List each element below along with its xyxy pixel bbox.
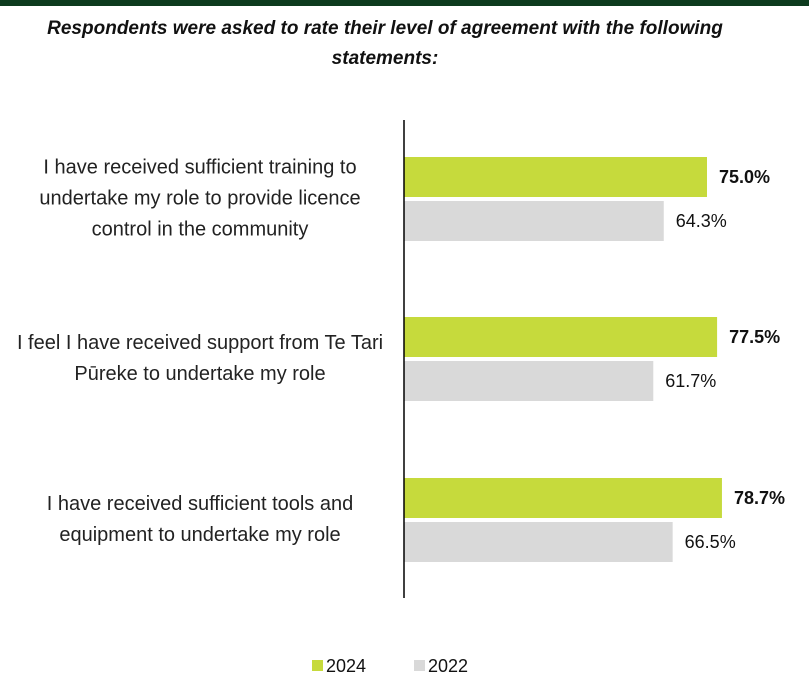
legend-swatch bbox=[312, 660, 323, 671]
chart-title: Respondents were asked to rate their lev… bbox=[47, 18, 723, 69]
bar bbox=[404, 201, 664, 241]
header-bar bbox=[0, 0, 809, 6]
value-label: 77.5% bbox=[729, 327, 780, 347]
value-label: 61.7% bbox=[665, 371, 716, 391]
category-label: I have received sufficient training to u… bbox=[39, 156, 361, 241]
bar bbox=[404, 317, 718, 357]
value-label: 64.3% bbox=[676, 211, 727, 231]
bar bbox=[404, 478, 722, 518]
legend-swatch bbox=[414, 660, 425, 671]
bar bbox=[404, 157, 707, 197]
bar bbox=[404, 361, 654, 401]
value-label: 78.7% bbox=[734, 488, 785, 508]
value-label: 75.0% bbox=[719, 167, 770, 187]
category-label: I have received sufficient tools and equ… bbox=[46, 493, 354, 546]
legend-label: 2024 bbox=[326, 656, 366, 676]
value-label: 66.5% bbox=[685, 532, 736, 552]
category-label: I feel I have received support from Te T… bbox=[16, 332, 384, 385]
bar bbox=[404, 522, 673, 562]
legend-label: 2022 bbox=[428, 656, 468, 676]
